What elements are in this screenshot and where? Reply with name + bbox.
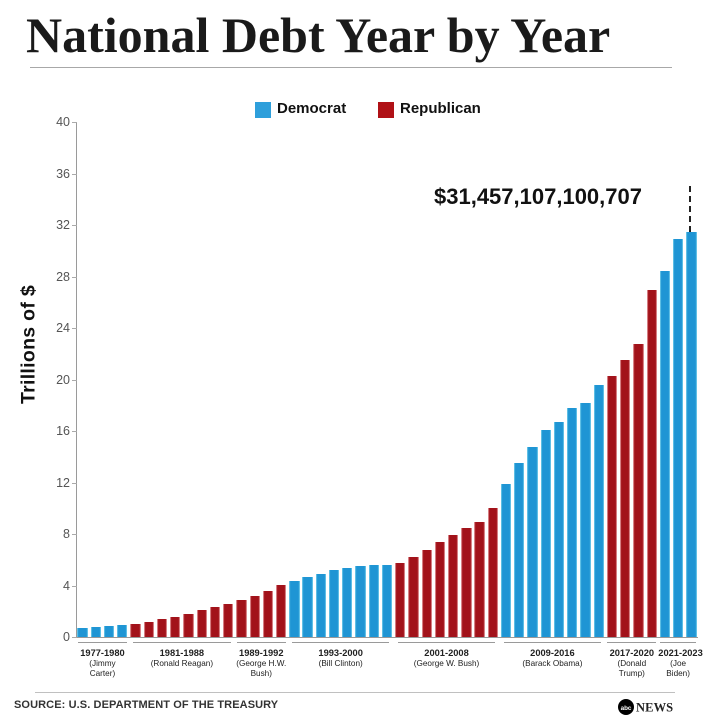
svg-text:NEWS: NEWS [636, 701, 673, 715]
svg-text:abc: abc [621, 705, 632, 712]
